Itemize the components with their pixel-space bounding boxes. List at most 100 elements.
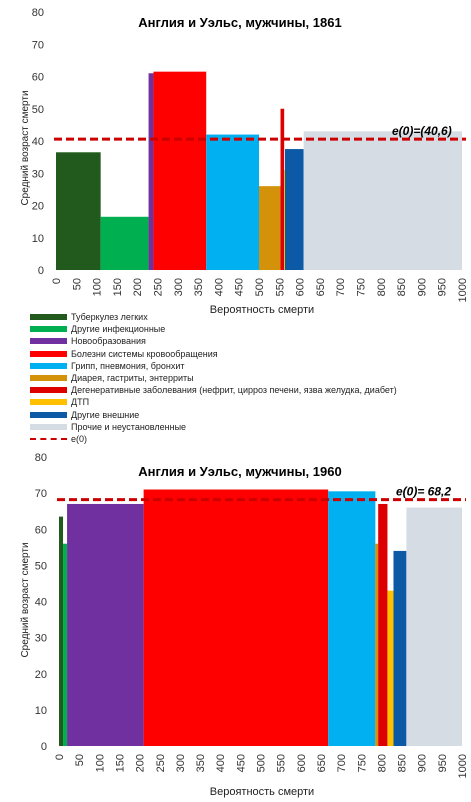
x-tick-label: 850	[396, 278, 408, 296]
bar	[284, 149, 304, 270]
x-tick-label: 350	[193, 278, 205, 296]
x-tick-label: 200	[132, 278, 144, 296]
bar	[56, 152, 101, 270]
y-tick-label: 20	[35, 669, 47, 681]
x-tick-label: 350	[195, 754, 207, 772]
legend-label: Другие инфекционные	[71, 324, 166, 335]
bar	[280, 108, 285, 270]
x-tick-label: 1000	[457, 278, 469, 302]
legend-swatch	[30, 387, 67, 394]
legend-swatch	[30, 326, 67, 333]
x-tick-label: 600	[296, 754, 308, 772]
legend-item: Другие инфекционные	[30, 323, 470, 335]
legend-swatch	[30, 399, 67, 406]
bar	[153, 71, 207, 270]
x-tick-label: 300	[173, 278, 185, 296]
y-tick-label: 10	[35, 705, 47, 717]
y-tick-label: 30	[35, 633, 47, 645]
bar	[387, 590, 394, 746]
legend-label: Прочие и неустановленные	[71, 421, 187, 432]
bar	[59, 516, 64, 746]
legend: Туберкулез легких Другие инфекционные Ново…	[30, 311, 470, 445]
x-tick-label: 650	[316, 754, 328, 772]
x-tick-label: 50	[71, 278, 83, 290]
legend-item: Грипп, пневмония, бронхит	[30, 360, 470, 372]
legend-label: Дегенеративные заболевания (нефрит, цирр…	[71, 385, 397, 396]
chart-title: Англия и Уэльс, мужчины, 1861	[138, 15, 341, 30]
x-tick-label: 100	[92, 278, 104, 296]
bar	[206, 134, 259, 270]
x-tick-label: 250	[153, 278, 165, 296]
legend-label: e(0)	[71, 433, 88, 444]
bar	[259, 186, 281, 270]
legend-item: Другие внешние	[30, 409, 470, 421]
e0-label: e(0)=(40,6)	[392, 124, 452, 138]
y-tick-label: 10	[32, 233, 44, 245]
legend-swatch	[30, 437, 67, 440]
bar	[378, 503, 388, 746]
x-tick-label: 850	[397, 754, 409, 772]
legend-label: Грипп, пневмония, бронхит	[71, 360, 185, 371]
bar	[143, 489, 329, 746]
y-tick-label: 30	[32, 168, 44, 180]
bar	[284, 170, 286, 270]
x-tick-label: 700	[335, 278, 347, 296]
x-tick-label: 400	[213, 278, 225, 296]
bar	[393, 550, 407, 746]
x-tick-label: 550	[276, 754, 288, 772]
x-tick-label: 0	[51, 278, 63, 284]
bar	[303, 131, 462, 270]
x-tick-label: 450	[234, 278, 246, 296]
y-tick-label: 0	[38, 265, 44, 277]
legend-label: Туберкулез легких	[71, 312, 148, 323]
x-tick-label: 600	[295, 278, 307, 296]
legend-label: Диарея, гастриты, энтерриты	[71, 373, 194, 384]
legend-swatch	[30, 314, 67, 321]
x-tick-label: 250	[155, 754, 167, 772]
chart-1861: Англия и Уэльс, мужчины, 1861 0 10 20 30 40 50…	[20, 7, 469, 316]
x-tick-label: 700	[336, 754, 348, 772]
chart-1960: Англия и Уэльс, мужчины, 1960 0 10 20 30 40 50…	[20, 452, 469, 798]
legend-swatch	[30, 411, 67, 418]
x-tick-label: 900	[416, 278, 428, 296]
y-axis-label: Средний возраст смерти	[20, 90, 31, 205]
y-tick-label: 60	[32, 72, 44, 84]
x-tick-label: 750	[356, 278, 368, 296]
x-tick-label: 50	[74, 754, 86, 766]
y-tick-label: 40	[35, 597, 47, 609]
y-axis-label: Средний возраст смерти	[20, 542, 31, 657]
x-tick-label: 150	[112, 278, 124, 296]
y-tick-label: 70	[32, 39, 44, 51]
bar	[148, 73, 154, 271]
legend-item: Дегенеративные заболевания (нефрит, цирр…	[30, 384, 470, 396]
x-axis-label: Вероятность смерти	[210, 786, 314, 798]
x-axis-label: Вероятность смерти	[210, 304, 314, 316]
bar	[375, 543, 379, 746]
y-tick-label: 50	[35, 560, 47, 572]
x-tick-label: 300	[175, 754, 187, 772]
legend-item: Туберкулез легких	[30, 311, 470, 323]
bar	[406, 507, 462, 746]
x-tick-label: 550	[274, 278, 286, 296]
legend-swatch	[30, 423, 67, 430]
e0-label: e(0)= 68,2	[396, 485, 451, 499]
legend-item: Болезни системы кровообращения	[30, 348, 470, 360]
x-tick-label: 100	[94, 754, 106, 772]
bar	[67, 503, 144, 746]
y-tick-label: 0	[41, 741, 47, 753]
legend-swatch	[30, 350, 67, 357]
x-tick-label: 1000	[457, 754, 469, 778]
x-tick-label: 800	[376, 754, 388, 772]
legend-label: Другие внешние	[71, 409, 140, 420]
legend-label: Новообразования	[71, 336, 146, 347]
legend-item: Диарея, гастриты, энтерриты	[30, 372, 470, 384]
x-tick-label: 500	[256, 754, 268, 772]
legend-item: Прочие и неустановленные	[30, 421, 470, 433]
legend-label: ДТП	[71, 397, 90, 408]
y-tick-label: 40	[32, 136, 44, 148]
x-tick-label: 400	[215, 754, 227, 772]
x-tick-label: 650	[315, 278, 327, 296]
y-tick-label: 70	[35, 488, 47, 500]
legend-label: Болезни системы кровообращения	[71, 348, 218, 359]
bar	[63, 543, 68, 746]
